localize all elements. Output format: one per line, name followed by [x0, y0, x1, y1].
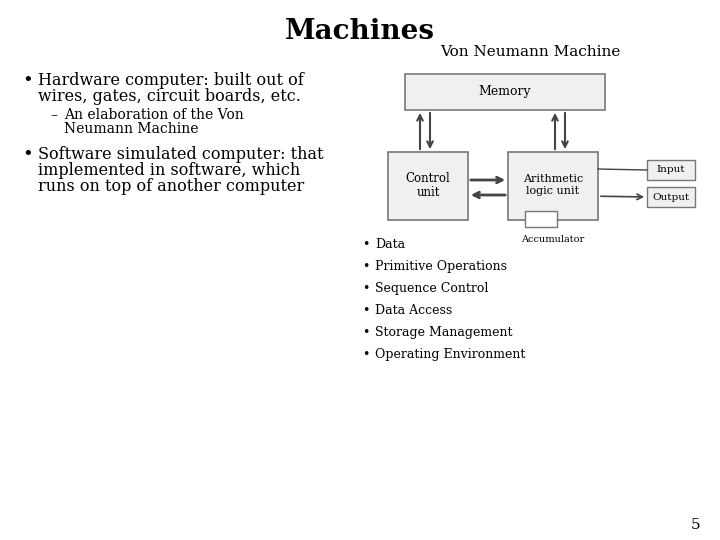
- Text: Sequence Control: Sequence Control: [375, 282, 488, 295]
- FancyBboxPatch shape: [525, 211, 557, 227]
- Text: unit: unit: [416, 186, 440, 199]
- Text: •: •: [362, 304, 369, 317]
- Text: Accumulator: Accumulator: [521, 235, 585, 244]
- Text: Storage Management: Storage Management: [375, 326, 513, 339]
- Text: Machines: Machines: [285, 18, 435, 45]
- FancyBboxPatch shape: [647, 160, 695, 180]
- FancyBboxPatch shape: [647, 187, 695, 207]
- Text: •: •: [22, 72, 32, 90]
- Text: implemented in software, which: implemented in software, which: [38, 162, 300, 179]
- Text: •: •: [362, 282, 369, 295]
- FancyBboxPatch shape: [508, 152, 598, 220]
- Text: Software simulated computer: that: Software simulated computer: that: [38, 146, 323, 163]
- Text: An elaboration of the Von: An elaboration of the Von: [64, 108, 244, 122]
- Text: •: •: [22, 146, 32, 164]
- Text: Control: Control: [405, 172, 451, 186]
- Text: wires, gates, circuit boards, etc.: wires, gates, circuit boards, etc.: [38, 88, 301, 105]
- Text: –: –: [50, 108, 57, 122]
- Text: Data: Data: [375, 238, 405, 251]
- Text: Primitive Operations: Primitive Operations: [375, 260, 507, 273]
- Text: •: •: [362, 260, 369, 273]
- Text: •: •: [362, 348, 369, 361]
- FancyBboxPatch shape: [388, 152, 468, 220]
- Text: Input: Input: [657, 165, 685, 174]
- Text: runs on top of another computer: runs on top of another computer: [38, 178, 305, 195]
- Text: •: •: [362, 326, 369, 339]
- Text: Memory: Memory: [479, 85, 531, 98]
- Text: Von Neumann Machine: Von Neumann Machine: [440, 45, 620, 59]
- FancyBboxPatch shape: [405, 74, 605, 110]
- Text: 5: 5: [690, 518, 700, 532]
- Text: •: •: [362, 238, 369, 251]
- Text: Data Access: Data Access: [375, 304, 452, 317]
- Text: Operating Environment: Operating Environment: [375, 348, 526, 361]
- Text: logic unit: logic unit: [526, 186, 580, 196]
- Text: Neumann Machine: Neumann Machine: [64, 122, 199, 136]
- Text: Arithmetic: Arithmetic: [523, 174, 583, 184]
- Text: Hardware computer: built out of: Hardware computer: built out of: [38, 72, 304, 89]
- Text: Output: Output: [652, 192, 690, 201]
